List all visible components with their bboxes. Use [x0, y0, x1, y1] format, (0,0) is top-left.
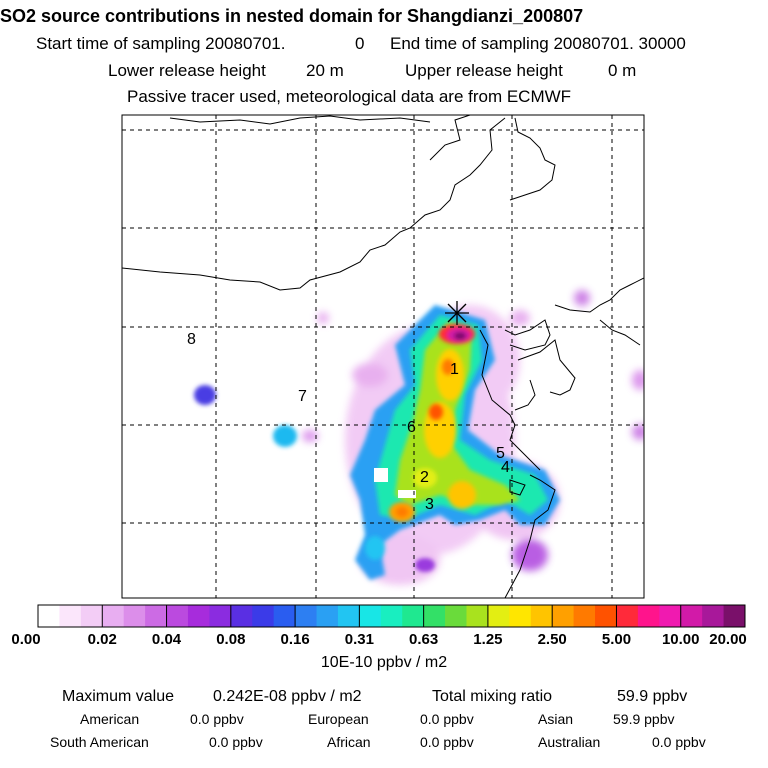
map-gridlines [122, 115, 644, 598]
site-marker-2: 2 [420, 469, 429, 486]
legend-labels: 0.00 0.02 0.04 0.08 0.16 0.31 0.63 1.25 2.50 5.00… [0, 631, 768, 651]
legend-label: 1.25 [473, 631, 503, 648]
legend-label: 0.08 [216, 631, 246, 648]
site-marker-6: 6 [407, 419, 416, 436]
region-european-label: European [308, 711, 369, 727]
legend-swatch [530, 605, 553, 627]
region-south-american-value: 0.0 ppbv [209, 734, 263, 750]
legend-swatch [423, 605, 446, 627]
region-south-american-label: South American [50, 734, 149, 750]
total-mixing-label: Total mixing ratio [432, 688, 553, 705]
site-marker-5: 5 [496, 445, 505, 462]
max-value: 0.242E-08 ppbv / m2 [213, 688, 362, 705]
legend-swatch [166, 605, 189, 627]
tracer-note: Passive tracer used, meteorological data… [127, 87, 572, 106]
legend-label: 2.50 [537, 631, 567, 648]
total-mixing-value: 59.9 ppbv [617, 688, 688, 705]
legend-swatch [616, 605, 639, 627]
legend-swatch [59, 605, 82, 627]
region-asian-value: 59.9 ppbv [613, 711, 675, 727]
legend-swatch [702, 605, 725, 627]
legend-label: 0.63 [409, 631, 439, 648]
legend-swatch [337, 605, 360, 627]
legend-swatch [102, 605, 125, 627]
legend-swatch [573, 605, 596, 627]
legend-swatch [359, 605, 382, 627]
legend-swatch [380, 605, 403, 627]
region-asian-label: Asian [538, 711, 574, 727]
legend-label: 0.31 [344, 631, 374, 648]
region-american-value: 0.0 ppbv [190, 711, 244, 727]
legend-label: 20.00 [709, 631, 747, 648]
site-marker-4: 4 [501, 459, 510, 476]
legend-swatch [187, 605, 210, 627]
legend-swatch [145, 605, 168, 627]
coastlines [122, 115, 644, 598]
region-american-label: American [80, 711, 140, 727]
start-time-hour: 0 [355, 34, 365, 53]
legend-label: 0.02 [87, 631, 117, 648]
region-australian-value: 0.0 ppbv [652, 734, 706, 750]
region-australian-label: Australian [538, 734, 601, 750]
region-african-value: 0.0 ppbv [420, 734, 474, 750]
legend-swatch [402, 605, 425, 627]
legend-swatch [295, 605, 318, 627]
legend-swatch [230, 605, 253, 627]
asterisk-star-icon [445, 301, 469, 325]
site-marker-3: 3 [425, 496, 434, 513]
legend-swatch [466, 605, 489, 627]
legend-swatch [487, 605, 510, 627]
site-marker-1: 1 [450, 361, 459, 378]
legend-units: 10E-10 ppbv / m2 [320, 654, 448, 671]
legend-swatch [552, 605, 575, 627]
legend-swatch [723, 605, 746, 627]
end-time-label: End time of sampling 20080701. 30000 [390, 34, 686, 53]
region-european-value: 0.0 ppbv [420, 711, 474, 727]
upper-release-value: 0 m [608, 61, 637, 80]
upper-release-label: Upper release height [405, 61, 563, 80]
legend-swatch [80, 605, 103, 627]
lower-release-label: Lower release height [108, 61, 266, 80]
map-frame [121, 114, 645, 599]
legend-swatch [252, 605, 275, 627]
legend-swatch [316, 605, 339, 627]
legend-swatch [637, 605, 660, 627]
legend-label: 0.04 [151, 631, 182, 648]
max-value-label: Maximum value [62, 688, 175, 705]
legend-swatch [273, 605, 296, 627]
legend-label: 0.16 [280, 631, 310, 648]
legend-swatch [445, 605, 467, 627]
lower-release-value: 20 m [306, 61, 344, 80]
legend-frame [37, 604, 746, 628]
legend-label: 10.00 [661, 631, 700, 648]
concentration-field [194, 290, 644, 585]
legend-swatch [680, 605, 703, 627]
legend-swatch [209, 605, 232, 627]
site-marker-8: 8 [187, 331, 196, 348]
legend-swatch [38, 605, 60, 627]
site-marker-7: 7 [298, 388, 307, 405]
legend-label: 0.00 [11, 631, 41, 648]
legend-swatch [659, 605, 682, 627]
page-title: SO2 source contributions in nested domai… [0, 6, 584, 26]
region-african-label: African [327, 734, 371, 750]
legend-colorbar [37, 604, 746, 628]
legend-swatch [509, 605, 532, 627]
map-panel: 1 2 3 4 5 6 7 8 [121, 114, 645, 599]
legend-swatch [123, 605, 146, 627]
legend-label: 5.00 [601, 631, 632, 648]
start-time-label: Start time of sampling 20080701. [36, 34, 286, 53]
legend-swatch [595, 605, 617, 627]
